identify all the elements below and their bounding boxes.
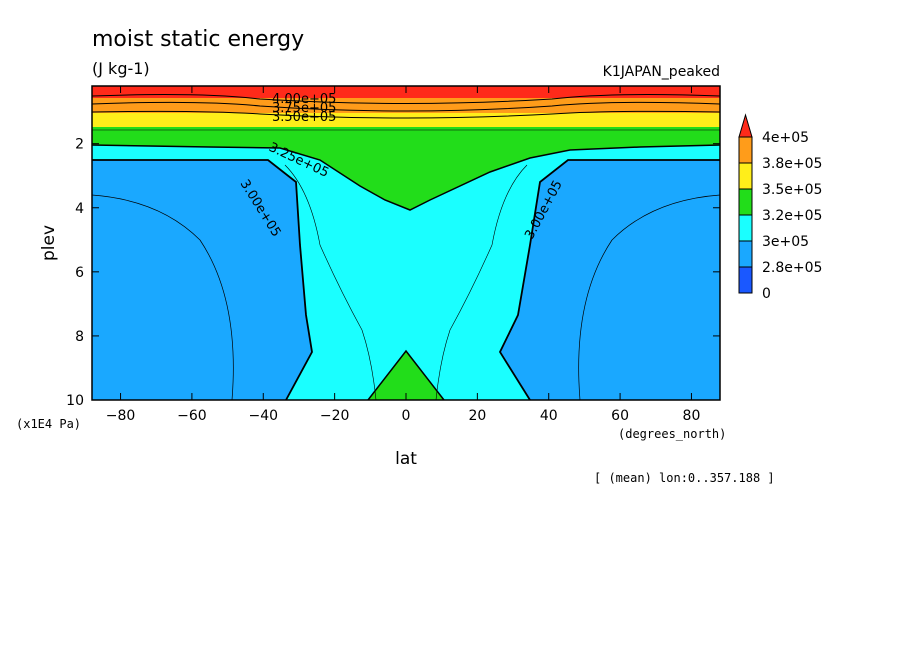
x-tick-label: 0 <box>402 408 411 424</box>
y-axis: 2 4 6 8 10 <box>66 137 720 409</box>
experiment-label: K1JAPAN_peaked <box>603 64 720 80</box>
chart-title: moist static energy <box>92 27 304 52</box>
band-2.8e05-3e05-north <box>500 160 720 400</box>
colorbar-label: 2.8e+05 <box>762 260 822 276</box>
x-axis: −80 −60 −40 −20 0 20 40 60 80 <box>106 86 701 424</box>
contour-line-2.9e05-south <box>91 194 234 401</box>
colorbar-label: 3.2e+05 <box>762 208 822 224</box>
y-tick-label: 8 <box>75 329 84 345</box>
colorbar-swatch <box>738 214 753 242</box>
colorbar-swatch <box>738 240 753 268</box>
x-axis-unit: (degrees_north) <box>618 427 726 441</box>
colorbar-swatch <box>738 188 753 216</box>
band-3.8e05-4e05 <box>92 98 720 113</box>
x-tick-label: −20 <box>320 408 350 424</box>
x-tick-label: 80 <box>683 408 701 424</box>
colorbar-swatch <box>738 136 753 164</box>
contour-line-3.50e05 <box>91 110 721 119</box>
contour-label-3.50e05: 3.50e+05 <box>272 110 336 125</box>
contour-label-4.00e05: 4.00e+05 <box>272 92 336 107</box>
x-tick-label: 60 <box>611 408 629 424</box>
y-tick-label: 4 <box>75 201 84 217</box>
contour-label-3.75e05: 3.75e+05 <box>272 101 336 116</box>
colorbar-swatch <box>738 266 753 294</box>
x-tick-label: 20 <box>468 408 486 424</box>
x-tick-label: −80 <box>106 408 136 424</box>
contour-line-3.75e05 <box>91 101 721 112</box>
band-3.2e05-3.5e05-upper <box>92 127 720 210</box>
x-axis-title: lat <box>395 449 417 469</box>
colorbar-label: 0 <box>762 286 771 302</box>
colorbar-label: 3.5e+05 <box>762 182 822 198</box>
band-2.8e05-3e05-south <box>92 160 312 400</box>
contour-line-4.00e05 <box>91 94 721 104</box>
plot-area: 4.00e+05 3.75e+05 3.50e+05 3.25e+05 3.00… <box>91 85 721 401</box>
colorbar: 4e+05 3.8e+05 3.5e+05 3.2e+05 3e+05 2.8e+05 0 <box>738 113 822 302</box>
colorbar-swatch <box>738 162 753 190</box>
chart-units: (J kg-1) <box>92 59 150 78</box>
y-tick-label: 2 <box>75 137 84 153</box>
colorbar-label: 4e+05 <box>762 130 809 146</box>
y-tick-label: 10 <box>66 393 84 409</box>
colorbar-label: 3.8e+05 <box>762 156 822 172</box>
colorbar-label: 3e+05 <box>762 234 809 250</box>
x-tick-label: 40 <box>540 408 558 424</box>
x-tick-label: −40 <box>248 408 278 424</box>
y-tick-label: 6 <box>75 265 84 281</box>
contour-line-3.1e05-north <box>435 164 528 401</box>
contour-line-3.00e05-south <box>92 159 313 401</box>
contour-line-3.00e05-north <box>498 159 720 401</box>
band-3.5e05-3.8e05 <box>92 113 720 127</box>
footnote: [ (mean) lon:0..357.188 ] <box>594 471 775 485</box>
x-tick-label: −60 <box>177 408 207 424</box>
y-axis-unit: (x1E4 Pa) <box>16 417 81 431</box>
y-axis-title: plev <box>39 225 59 261</box>
contour-line-2.9e05-north <box>578 194 721 401</box>
colorbar-extension <box>738 113 753 138</box>
contour-lines <box>91 94 721 401</box>
contour-line-3.25e05 <box>91 144 721 211</box>
contour-line-3.1e05-south <box>284 164 377 401</box>
contour-line-surface <box>367 349 445 401</box>
band-3.2e05-3.5e05-surface <box>368 351 444 400</box>
